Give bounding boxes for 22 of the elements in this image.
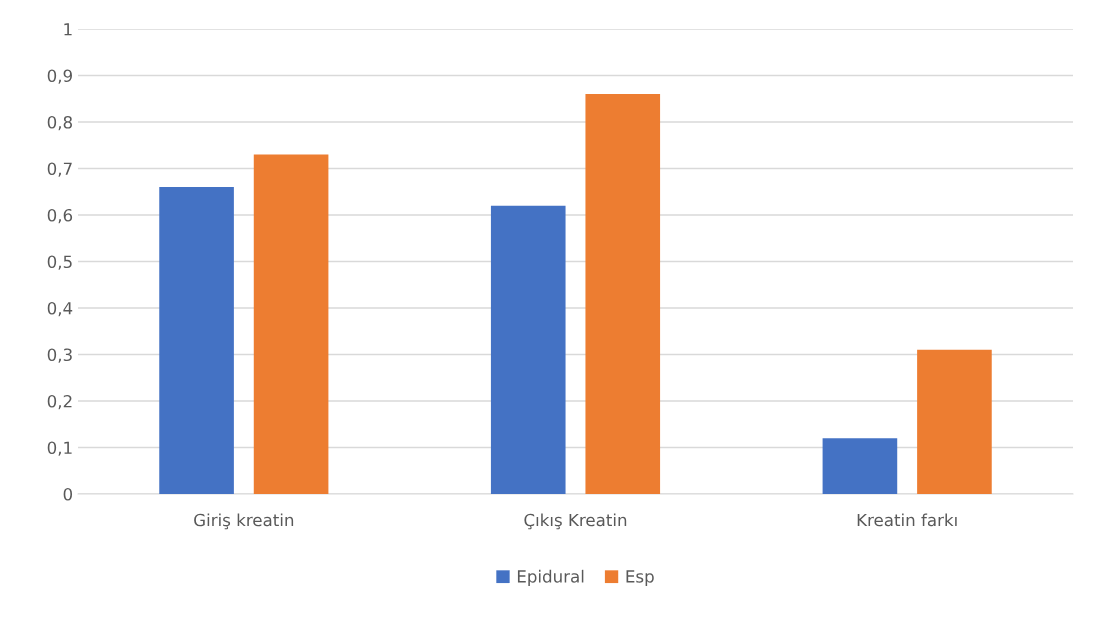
x-tick-label: Kreatin farkı: [857, 513, 957, 527]
bar: [822, 438, 898, 494]
bar: [159, 187, 234, 494]
y-tick-label: 0: [63, 487, 73, 501]
legend-label: Esp: [626, 570, 654, 586]
y-tick-label: 0,2: [47, 394, 72, 410]
y-tick-label: 0,9: [47, 69, 72, 84]
y-tick-label: 0,4: [47, 301, 73, 317]
bar: [253, 154, 329, 494]
y-tick-label: 0,8: [47, 115, 72, 131]
bar: [490, 205, 566, 494]
y-tick-label: 0,7: [47, 162, 72, 177]
bar: [917, 349, 992, 494]
y-tick-label: 0,6: [47, 208, 73, 224]
x-tick-label: Giriş kreatin: [194, 513, 294, 530]
y-tick-label: 0,1: [47, 441, 72, 456]
y-tick-label: 0,3: [47, 348, 72, 363]
y-tick-label: 0,5: [47, 255, 72, 270]
bar: [585, 94, 661, 494]
x-tick-label: Çıkış Kreatin: [524, 513, 627, 530]
y-tick-label: 1: [64, 23, 72, 36]
legend-label: Epidural: [517, 569, 584, 586]
